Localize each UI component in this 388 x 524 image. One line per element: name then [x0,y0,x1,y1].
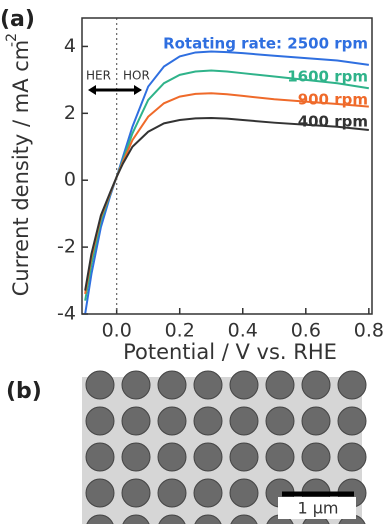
particle [86,443,114,471]
x-tick-label: 0.4 [228,320,258,342]
series-label: 900 rpm [298,91,368,109]
particle [338,371,366,399]
y-tick-label: 2 [64,102,76,124]
particle [266,371,294,399]
particle [86,371,114,399]
series-label: 400 rpm [298,113,368,131]
particle [86,407,114,435]
particle [266,443,294,471]
particle [266,407,294,435]
figure: (a) Potential / V vs. RHE Current densit… [0,0,388,524]
x-tick-label: 0.8 [354,320,384,342]
particle [158,407,186,435]
particle [338,443,366,471]
particle [158,371,186,399]
particle [122,371,150,399]
y-axis-label-group: Current density / mA cm [9,40,33,296]
particle [302,443,330,471]
y-tick-label: 4 [64,35,76,57]
particle [338,407,366,435]
particle [194,407,222,435]
particle [230,443,258,471]
particle [230,371,258,399]
y-axis-label: Current density / mA cm [9,40,33,296]
particle [158,443,186,471]
panel-label: (a) [0,7,35,32]
arrow-head [88,85,96,95]
series-label: Rotating rate: 2500 rpm [163,35,368,53]
particle [230,407,258,435]
particle [86,479,114,507]
particle [194,479,222,507]
particle [194,443,222,471]
particle [122,443,150,471]
y-tick-label: -4 [57,303,76,325]
x-tick-label: 0.0 [102,320,132,342]
y-tick-label: 0 [64,169,76,191]
axes-frame [82,18,372,314]
particle [122,407,150,435]
particle [302,407,330,435]
particle [302,371,330,399]
x-tick-label: 0.6 [291,320,321,342]
particle [194,371,222,399]
y-tick-label: -2 [57,236,76,258]
annotation: HER [86,69,111,83]
arrow-head [134,85,142,95]
particle [230,479,258,507]
y-axis-exponent: -2 [4,33,20,47]
page: (a) Potential / V vs. RHE Current densit… [0,0,388,524]
scale-bar-label: 1 µm [297,499,338,518]
particle [122,479,150,507]
x-axis-label: Potential / V vs. RHE [123,340,337,364]
panel-label: (b) [6,379,42,404]
y-exponent-group: -2 [4,33,20,47]
plot: -4 -2 0 2 4 0.0 0.2 0.4 0.6 0.8 Rotating rate: 250… [57,18,384,342]
particle [158,479,186,507]
annotation: HOR [123,69,150,83]
series-label: 1600 rpm [287,68,368,86]
x-tick-label: 0.2 [165,320,195,342]
